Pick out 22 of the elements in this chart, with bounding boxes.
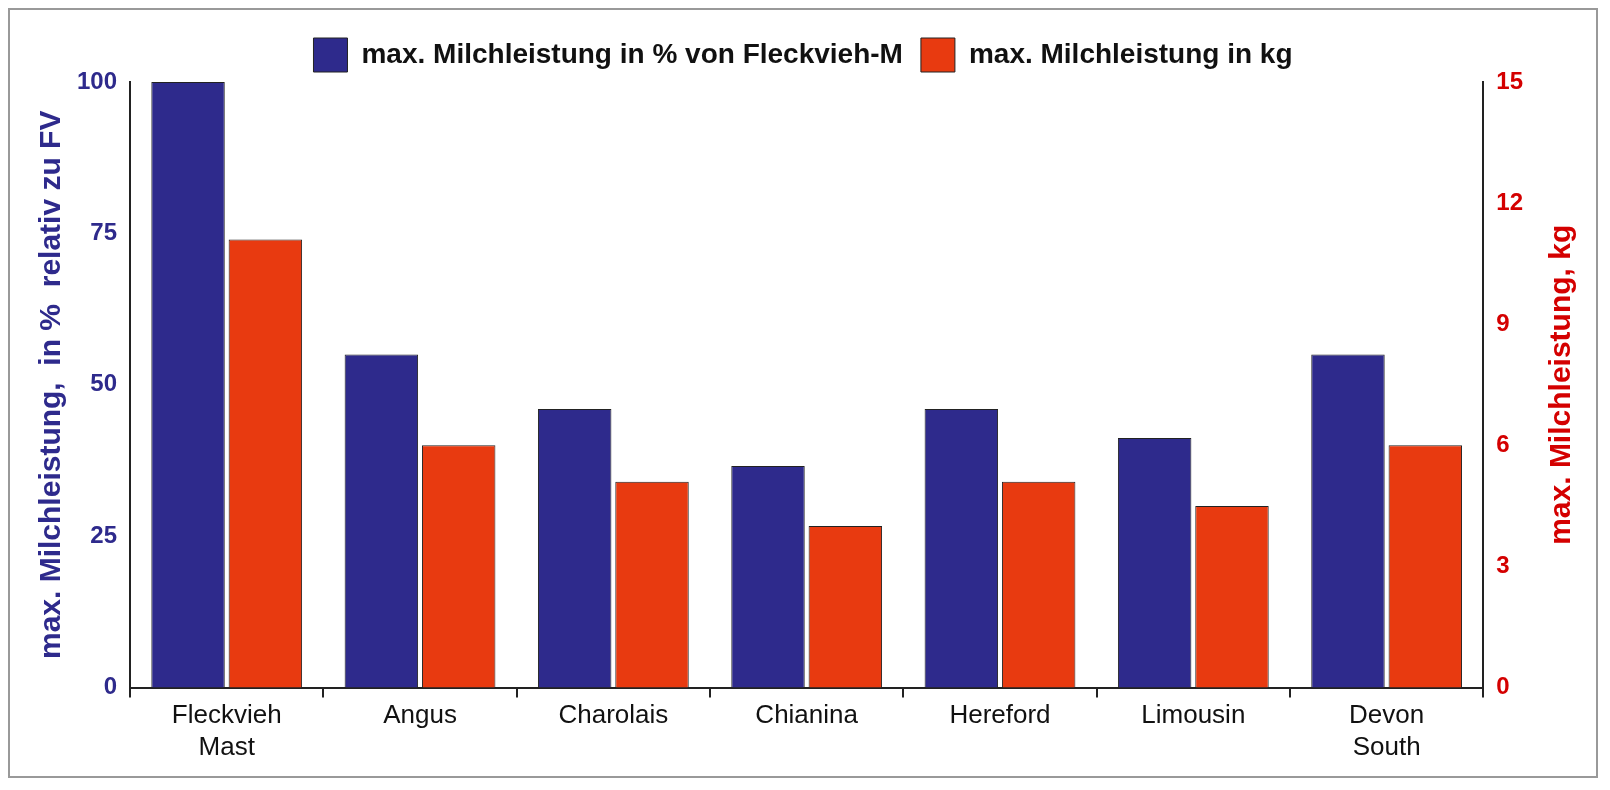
legend-label: max. Milchleistung in % von Fleckvieh-M <box>361 37 903 69</box>
y2-tick-label: 3 <box>1496 551 1510 579</box>
y2-axis-title: max. Milchleistung, kg <box>1543 224 1577 545</box>
y2-tick-label: 6 <box>1496 429 1510 457</box>
y2-tick-label: 15 <box>1496 66 1524 94</box>
x-tick-label: Angus <box>383 699 457 730</box>
y-tick-label: 25 <box>90 520 118 548</box>
x-tick-label: Hereford <box>949 699 1051 730</box>
y2-tick-label: 12 <box>1496 187 1524 215</box>
y-tick-label: 0 <box>103 672 118 700</box>
y2-tick-label: 0 <box>1496 672 1510 700</box>
y-axis-title: max. Milchleistung, in % relativ zu FV <box>33 110 67 660</box>
x-tick-label: Fleckvieh Mast <box>171 699 282 761</box>
y-tick-label: 100 <box>77 66 118 94</box>
x-tick-label: Limousin <box>1141 699 1246 730</box>
x-tick-label: Chianina <box>755 699 859 730</box>
y-tick-label: 50 <box>90 369 118 397</box>
x-tick-label: Charolais <box>558 699 669 730</box>
y-tick-label: 75 <box>90 218 118 246</box>
legend-label: max. Milchleistung in kg <box>968 37 1293 69</box>
y2-tick-label: 9 <box>1496 308 1510 336</box>
x-tick-label: Devon South <box>1349 699 1425 761</box>
